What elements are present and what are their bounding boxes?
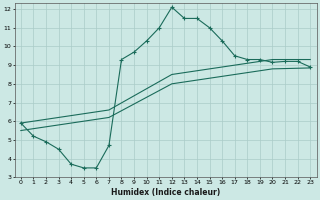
X-axis label: Humidex (Indice chaleur): Humidex (Indice chaleur) xyxy=(111,188,220,197)
